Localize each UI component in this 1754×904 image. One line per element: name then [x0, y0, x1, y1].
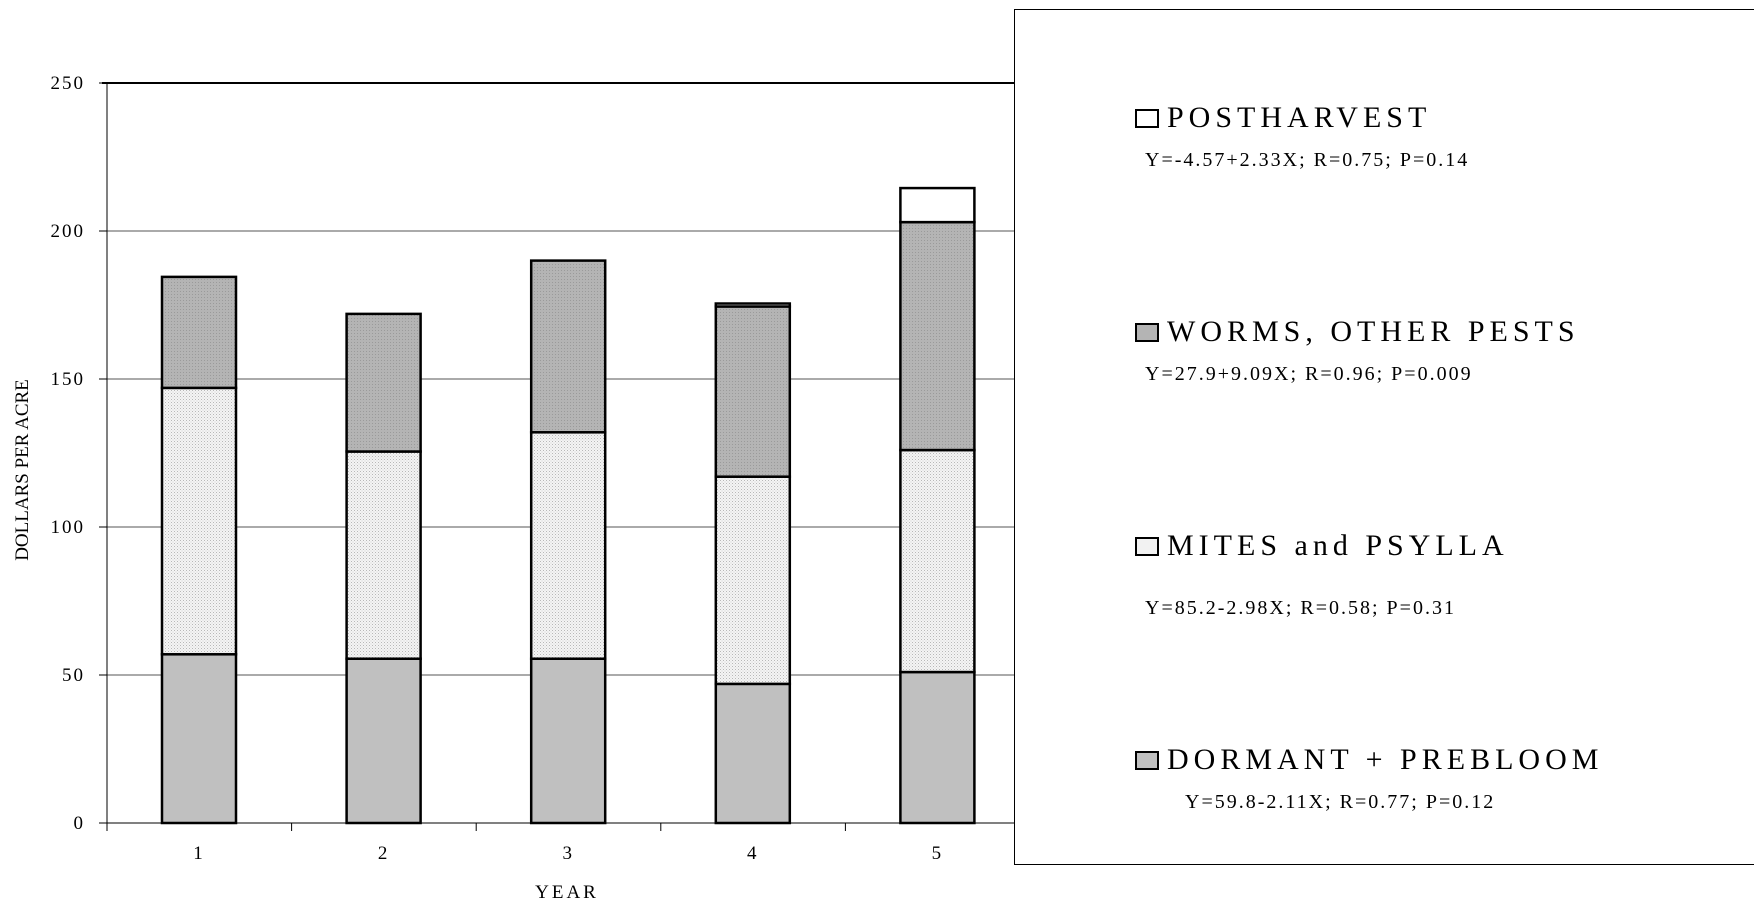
bar-segment-worms-other-pests [345, 312, 422, 453]
bar-segment-dormant-prebloom [160, 653, 238, 825]
y-tick-label: 50 [62, 665, 85, 686]
legend-label: WORMS, OTHER PESTS [1167, 315, 1580, 348]
legend-title: POSTHARVEST [1135, 101, 1469, 135]
x-tick-label: 1 [193, 843, 205, 864]
y-tick-label: 150 [51, 369, 86, 390]
x-tick-label: 3 [562, 843, 574, 864]
y-tick-label: 100 [51, 517, 86, 538]
bar-segment-mites-and-psylla [714, 475, 792, 686]
bars [160, 186, 976, 825]
legend: POSTHARVEST Y=-4.57+2.33X; R=0.75; P=0.14… [1014, 9, 1754, 865]
bar-segment-mites-and-psylla [345, 450, 422, 660]
legend-equation: Y=27.9+9.09X; R=0.96; P=0.009 [1145, 363, 1473, 385]
bar-segment-mites-and-psylla [160, 386, 238, 656]
legend-equation: Y=85.2-2.98X; R=0.58; P=0.31 [1145, 597, 1456, 619]
legend-entry: POSTHARVEST Y=-4.57+2.33X; R=0.75; P=0.14 [1135, 101, 1469, 172]
bar-segment-mites-and-psylla [899, 448, 976, 674]
y-tick-label: 200 [51, 221, 86, 242]
legend-label: POSTHARVEST [1167, 101, 1432, 134]
legend-title: DORMANT + PREBLOOM [1135, 743, 1603, 777]
legend-swatch [1135, 322, 1159, 342]
legend-entry: MITES and PSYLLA Y=85.2-2.98X; R=0.58; P=… [1135, 529, 1509, 620]
bar-segment-dormant-prebloom [345, 657, 422, 825]
x-tick-label: 4 [747, 843, 759, 864]
x-tick-label: 2 [378, 843, 390, 864]
legend-swatch [1135, 536, 1159, 556]
y-axis-title: DOLLARS PER ACRE [12, 379, 33, 561]
bar-segment-worms-other-pests [160, 275, 238, 390]
legend-entry: DORMANT + PREBLOOM Y=59.8-2.11X; R=0.77; … [1135, 743, 1603, 814]
bar-segment-postharvest [899, 186, 976, 224]
legend-swatch [1135, 108, 1159, 128]
legend-swatch [1135, 750, 1159, 770]
bar-segment-worms-other-pests [529, 259, 607, 434]
legend-equation: Y=-4.57+2.33X; R=0.75; P=0.14 [1145, 149, 1470, 171]
legend-equation: Y=59.8-2.11X; R=0.77; P=0.12 [1185, 791, 1496, 813]
bar-segment-worms-other-pests [899, 220, 976, 452]
legend-entry: WORMS, OTHER PESTS Y=27.9+9.09X; R=0.96; … [1135, 315, 1580, 386]
bar-segment-postharvest [714, 302, 792, 308]
bar-segment-mites-and-psylla [529, 431, 607, 660]
bar-segment-dormant-prebloom [899, 670, 976, 825]
legend-label: DORMANT + PREBLOOM [1167, 743, 1604, 776]
legend-title: WORMS, OTHER PESTS [1135, 315, 1580, 349]
x-axis-title: YEAR [535, 882, 599, 903]
y-tick-label: 0 [74, 813, 86, 834]
legend-title: MITES and PSYLLA [1135, 529, 1509, 563]
bar-segment-dormant-prebloom [714, 682, 792, 825]
bar-segment-worms-other-pests [714, 305, 792, 478]
y-tick-label: 250 [51, 73, 86, 94]
axes [99, 82, 1014, 831]
x-tick-label: 5 [932, 843, 944, 864]
bar-segment-dormant-prebloom [529, 657, 607, 825]
legend-label: MITES and PSYLLA [1167, 529, 1509, 562]
tick-labels: 0 50 100 150 200 250 1 2 3 4 5 [51, 73, 944, 864]
